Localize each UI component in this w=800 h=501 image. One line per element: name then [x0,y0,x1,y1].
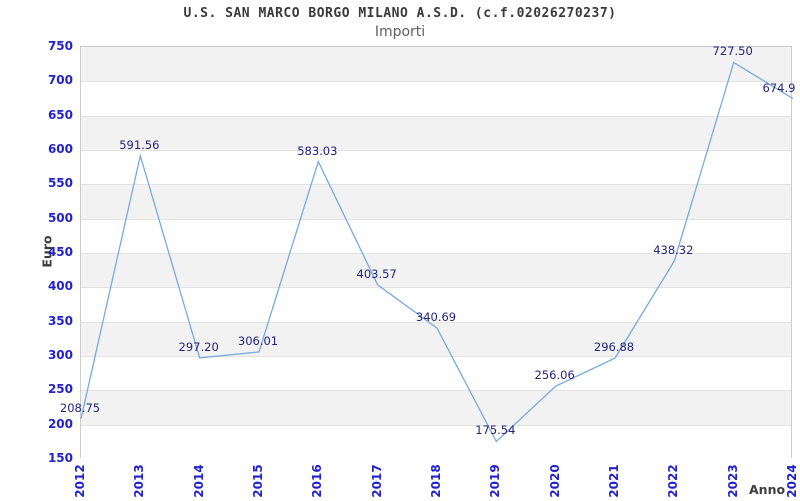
plot-band [81,356,791,391]
x-tick-label: 2018 [429,464,443,498]
plot-band [81,424,791,459]
x-tick-label: 2021 [607,464,621,498]
x-tick-label: 2016 [310,464,325,498]
y-tick-label: 350 [47,313,73,328]
chart-subtitle: Importi [374,24,426,40]
data-point-label: 296.88 [593,340,635,355]
gridline [81,81,791,83]
plot-band [81,253,791,288]
plot-band [81,150,791,185]
y-tick-label: 150 [47,451,73,465]
y-tick-label: 450 [47,245,73,259]
gridline [81,253,791,254]
plot-band [81,390,791,425]
x-tick-label: 2022 [666,464,681,498]
data-point-label: 208.75 [59,400,101,415]
gridline [81,390,791,392]
x-tick-label: 2017 [369,464,384,498]
x-tick-label: 2019 [488,464,503,498]
y-tick-label: 500 [47,210,73,225]
y-tick-label: 600 [47,142,73,156]
line-series-path [80,61,794,443]
plot-band [81,81,791,116]
data-point-label: 674.9 [762,80,796,95]
plot-band [81,218,791,253]
x-tick-label: 2024 [785,464,799,498]
data-point-label: 256.06 [534,368,575,383]
x-tick-label: 2012 [73,464,87,498]
data-point-label: 340.69 [415,310,457,325]
y-tick-label: 650 [47,107,73,122]
y-tick-label: 300 [47,348,73,362]
plot-band [81,115,791,150]
line-series [80,61,794,443]
gridline [81,424,791,426]
data-point-label: 175.54 [475,423,516,438]
plot-band [81,47,791,82]
y-tick-label: 250 [47,382,73,397]
gridline [81,150,791,151]
x-tick-label: 2014 [191,464,206,498]
gridline [81,218,791,220]
data-point-label: 583.03 [297,143,338,158]
y-tick-label: 550 [47,176,73,191]
data-point-label: 306.01 [237,333,279,348]
plot-band [81,287,791,322]
data-point-label: 403.57 [356,266,397,281]
data-point-label: 438.32 [653,243,694,258]
y-tick-label: 700 [47,73,73,88]
x-tick-label: 2023 [725,464,740,498]
gridline [81,321,791,323]
plot-band [81,184,791,219]
data-point-label: 591.56 [119,137,160,152]
chart-title: U.S. SAN MARCO BORGO MILANO A.S.D. (c.f.… [183,6,617,21]
chart-plot-area [80,46,794,459]
y-tick-label: 400 [47,279,73,294]
gridline [81,287,791,289]
y-tick-label: 750 [47,39,73,53]
x-tick-label: 2015 [251,464,265,498]
data-point-label: 727.50 [712,44,753,59]
gridline [81,184,791,186]
gridline [81,356,791,357]
x-tick-label: 2020 [547,464,562,498]
x-axis-label: Anno [749,482,786,497]
gridline [81,115,791,117]
x-tick-label: 2013 [132,464,147,498]
data-point-label: 297.20 [178,339,219,354]
y-tick-label: 200 [47,416,73,431]
